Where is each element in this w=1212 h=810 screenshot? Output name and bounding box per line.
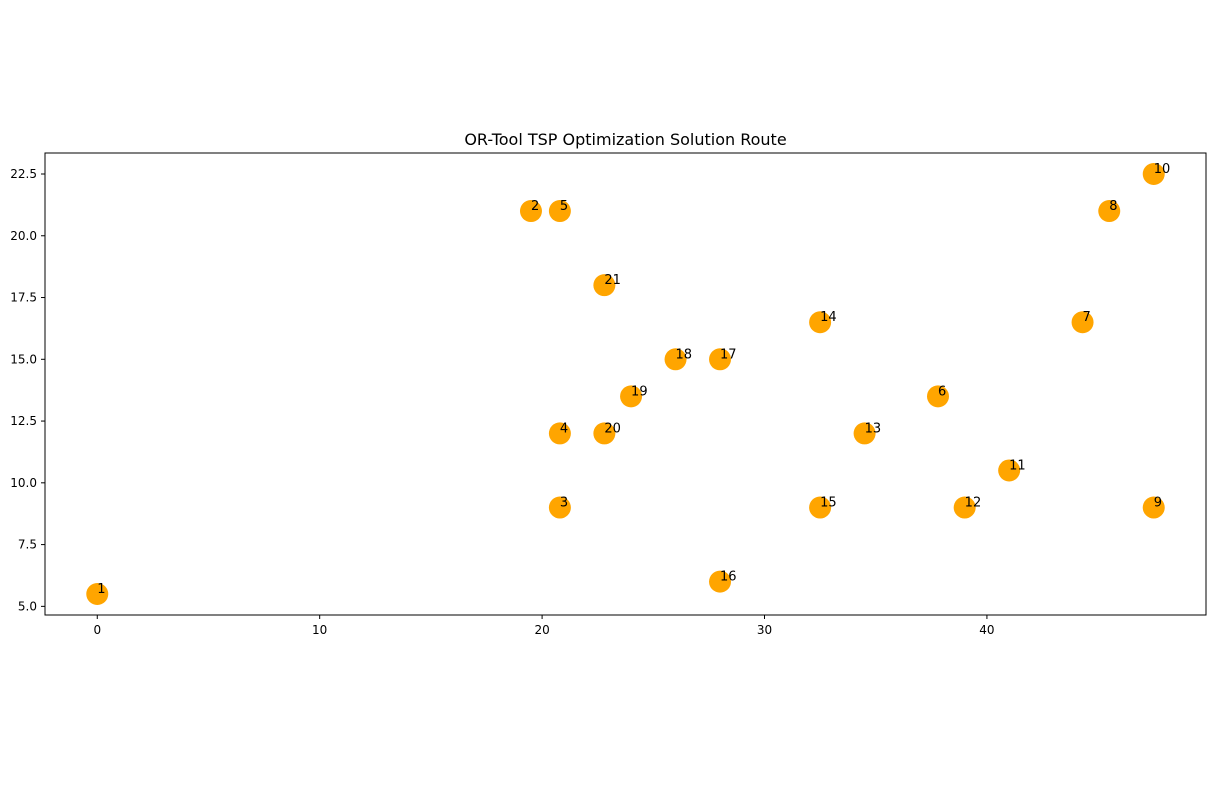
point-label-7: 7 [1083,310,1091,325]
data-point-2 [519,200,542,223]
chart-title: OR-Tool TSP Optimization Solution Route [464,130,786,149]
x-tick-label: 40 [979,623,994,637]
y-tick-label: 12.5 [10,414,37,428]
point-label-2: 2 [531,199,539,214]
y-tick-label: 17.5 [10,291,37,305]
point-label-18: 18 [676,347,693,362]
y-tick-label: 22.5 [10,167,37,181]
point-label-8: 8 [1109,199,1117,214]
point-label-19: 19 [631,384,648,399]
plot-frame [44,152,1207,616]
point-label-15: 15 [820,496,837,511]
point-label-1: 1 [97,582,105,597]
data-point-5 [548,200,571,223]
point-label-20: 20 [604,421,621,436]
data-point-15 [809,496,832,519]
point-label-3: 3 [560,496,568,511]
axes: 0 10 20 30 40 5.0 7.5 10.0 12.5 15.0 17.5 20.0 22.5 [10,152,1207,637]
point-label-12: 12 [965,496,982,511]
point-label-9: 9 [1154,496,1162,511]
data-point-4 [548,422,571,445]
y-tick-label: 20.0 [10,229,37,243]
point-label-17: 17 [720,347,737,362]
data-point-10 [1142,163,1165,185]
data-point-11 [998,459,1021,482]
data-point-18 [664,348,687,371]
data-point-17 [709,348,732,371]
data-point-14 [809,311,832,334]
data-point-21 [593,274,616,297]
data-point-16 [709,570,732,593]
data-point-8 [1098,200,1121,223]
y-tick-label: 10.0 [10,476,37,490]
data-point-19 [620,385,643,408]
point-label-11: 11 [1009,458,1026,473]
point-label-6: 6 [938,384,946,399]
point-label-13: 13 [865,421,882,436]
point-label-16: 16 [720,570,737,585]
data-point-1 [86,583,109,605]
point-label-5: 5 [560,199,568,214]
data-points [86,163,1165,605]
data-point-6 [926,385,949,408]
data-point-3 [548,496,571,519]
data-point-20 [593,422,616,445]
point-label-14: 14 [820,310,837,325]
data-point-7 [1071,311,1094,334]
data-point-12 [953,496,976,519]
y-tick-label: 7.5 [18,538,37,552]
x-tick-label: 30 [757,623,772,637]
x-tick-label: 10 [312,623,327,637]
point-label-10: 10 [1154,162,1171,177]
point-label-21: 21 [604,273,621,288]
point-label-4: 4 [560,421,568,436]
x-tick-label: 0 [93,623,101,637]
data-point-13 [853,422,876,445]
data-point-9 [1142,496,1165,519]
x-tick-label: 20 [534,623,549,637]
y-tick-label: 5.0 [18,599,37,613]
y-tick-label: 15.0 [10,352,37,366]
